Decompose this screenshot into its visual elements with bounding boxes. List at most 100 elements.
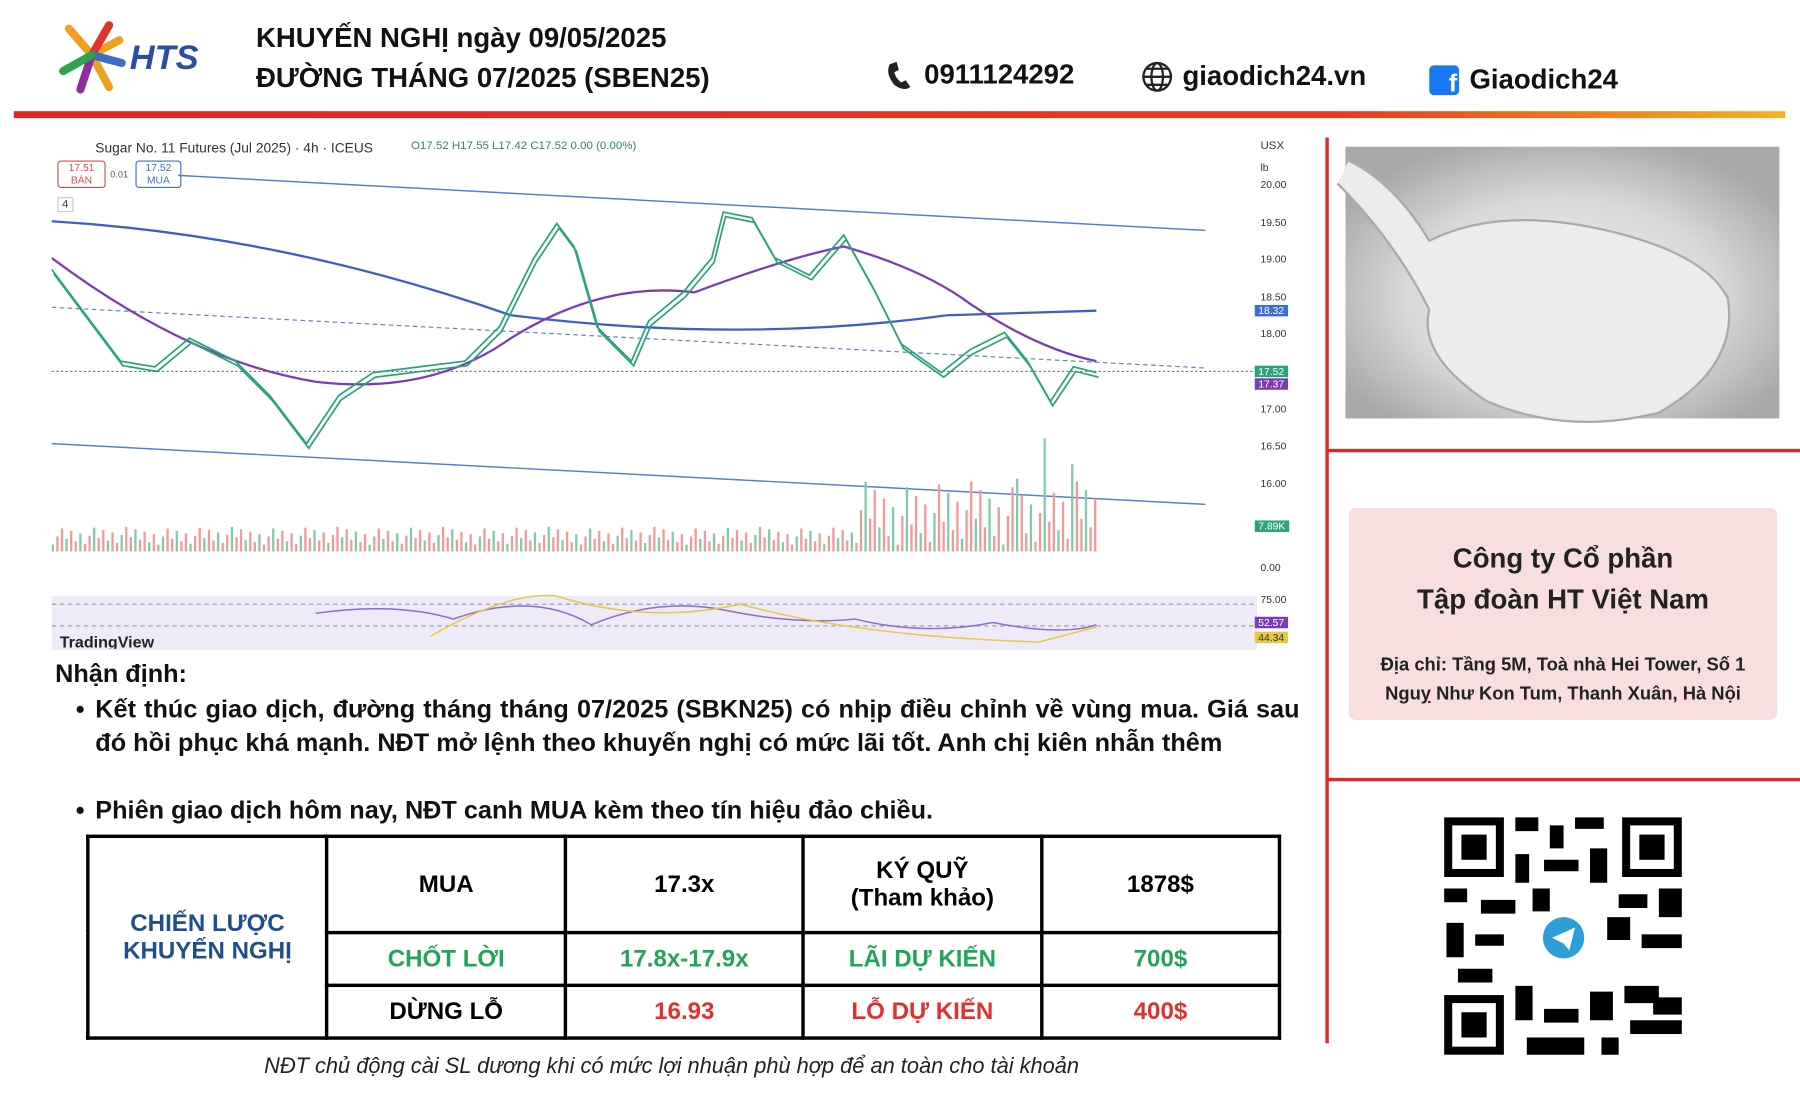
volume-bar [634, 540, 638, 552]
volume-bar [616, 535, 619, 552]
volume-bar [795, 536, 798, 552]
volume-bar [524, 530, 527, 552]
volume-bar [565, 531, 569, 552]
volume-bar [717, 543, 720, 552]
volume-bar [680, 534, 684, 552]
volume-bar [83, 543, 87, 552]
volume-bar [1020, 495, 1023, 552]
cell: 400$ [1039, 983, 1282, 1040]
volume-bar [1048, 521, 1051, 552]
volume-bar [951, 530, 954, 552]
cell: 700$ [1039, 930, 1282, 988]
volume-bar [859, 510, 863, 552]
volume-bar [1043, 438, 1046, 552]
cell: KÝ QUỸ (Tham khảo) [801, 834, 1044, 935]
volume-bar [575, 534, 578, 552]
phone: 0911124292 [924, 59, 1075, 91]
volume-bar [1006, 515, 1010, 552]
address-line: Nguỵ Như Kon Tum, Thanh Xuân, Hà Nội [1385, 684, 1741, 704]
volume-bar [455, 539, 459, 552]
volume-bar [579, 544, 583, 552]
volume-bar [970, 481, 973, 552]
volume-bar [800, 528, 803, 552]
volume-bar [671, 531, 674, 552]
volume-bar [194, 535, 197, 552]
volume-bar [451, 529, 454, 552]
volume-bar [529, 540, 532, 552]
volume-bar [1084, 490, 1088, 552]
volume-bar [180, 541, 183, 552]
volume-bar [611, 543, 615, 552]
report-title: KHUYẾN NGHỊ ngày 09/05/2025 [256, 22, 667, 54]
volume-tick: 0.00 [1260, 561, 1281, 574]
volume-bar [556, 529, 560, 552]
header-rule [13, 111, 1786, 119]
cell: MUA [325, 834, 568, 935]
volume-bar [813, 541, 817, 552]
bullet: Phiên giao dịch hôm nay, NĐT canh MUA kè… [76, 793, 1299, 826]
volume-bar [51, 544, 54, 552]
volume-bar [666, 539, 670, 552]
volume-bar [1061, 501, 1065, 552]
cell: DỪNG LỖ [325, 983, 568, 1040]
volume-bar [648, 534, 651, 552]
volume-bar [428, 532, 431, 552]
cell: 17.8x-17.9x [563, 930, 806, 988]
volume-bar [639, 532, 642, 552]
volume-bar [207, 530, 211, 552]
chart-title: Sugar No. 11 Futures (Jul 2025) · 4h · I… [95, 139, 373, 156]
volume-bar [1015, 478, 1019, 552]
volume-bar [446, 537, 449, 552]
volume-bar [653, 526, 656, 552]
ma-badge: 18.32 [1254, 304, 1288, 317]
price-tick: 19.50 [1260, 216, 1287, 228]
volume-bar [295, 543, 298, 552]
volume-bar [818, 533, 821, 552]
volume-bar [386, 530, 390, 552]
volume-bar [552, 537, 555, 552]
volume-bar [1057, 530, 1060, 552]
volume-bar [317, 540, 321, 552]
volume-bar [212, 540, 215, 552]
volume-bar [290, 533, 293, 552]
volume-bar [506, 543, 509, 552]
volume-bar [689, 536, 693, 552]
volume-bar [226, 534, 229, 552]
footnote: NĐT chủ động cài SL dương khi có mức lợi… [264, 1054, 1080, 1079]
price-badge: 17.52 [1254, 365, 1288, 378]
globe-icon [1142, 61, 1173, 92]
volume-bar [735, 530, 739, 552]
volume-bar [483, 528, 486, 552]
volume-bar [924, 504, 927, 552]
volume-bar [382, 538, 385, 552]
volume-bar [239, 529, 243, 552]
volume-bar [1080, 518, 1083, 552]
volume-bar [983, 527, 987, 552]
volume-bar [65, 538, 68, 552]
volume-bar [106, 540, 110, 552]
volume-badge: 7.89K [1254, 520, 1289, 532]
volume-bar [469, 534, 472, 552]
volume-bar [547, 526, 550, 552]
volume-bar [391, 541, 394, 552]
volume-bar [184, 533, 188, 552]
volume-bar [515, 527, 518, 552]
volume-bar [901, 515, 904, 552]
volume-bar [331, 534, 335, 552]
volume-bar [1066, 538, 1069, 552]
volume-bar [745, 532, 748, 552]
volume-bar [198, 527, 201, 552]
volume-bar [621, 527, 624, 552]
volume-bar [368, 544, 371, 552]
volume-bar [405, 535, 408, 552]
volume-bar [1094, 498, 1097, 552]
volume-bar [1002, 544, 1005, 552]
company-line: Công ty Cổ phần [1452, 543, 1674, 575]
volume-bar [115, 542, 119, 552]
buy-label: MUA [146, 174, 170, 186]
spoon [1336, 159, 1731, 423]
volume-bar [244, 539, 247, 552]
volume-bar [138, 539, 142, 552]
volume-bar [731, 538, 734, 552]
strategy-table: CHIẾN LƯỢC KHUYẾN NGHỊ MUA 17.3x KÝ QUỸ (T… [86, 834, 1282, 1040]
